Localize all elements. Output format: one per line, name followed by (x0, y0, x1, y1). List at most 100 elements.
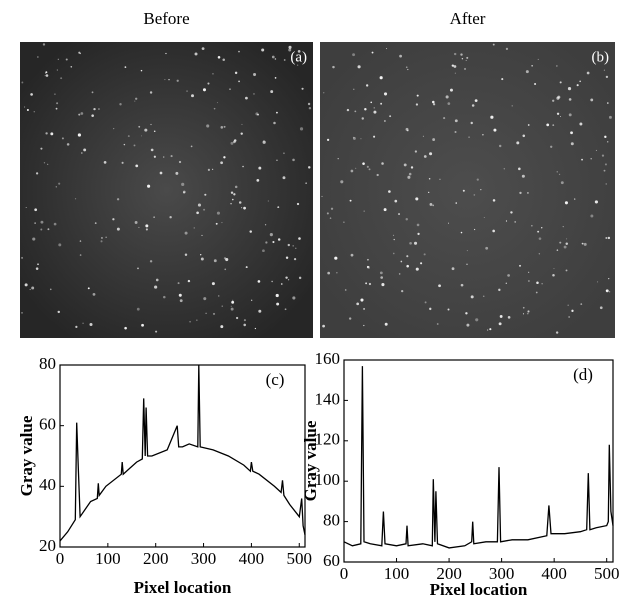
star (285, 256, 289, 259)
x-tick-label: 300 (191, 549, 217, 568)
star (283, 152, 285, 155)
data-line (59, 364, 306, 542)
star (204, 193, 207, 196)
star (451, 267, 455, 271)
star (223, 257, 227, 260)
star (480, 189, 482, 191)
star (301, 87, 304, 90)
star (392, 234, 395, 237)
star (334, 256, 338, 260)
star (103, 160, 107, 164)
star (392, 252, 395, 255)
star (258, 166, 262, 170)
star (211, 282, 215, 286)
panel-label: (d) (573, 365, 593, 384)
star (538, 237, 542, 240)
star (288, 45, 292, 49)
star (79, 254, 82, 256)
star (483, 217, 485, 219)
star (230, 307, 234, 311)
star (415, 267, 419, 271)
star (177, 282, 180, 285)
y-tick-label: 100 (315, 470, 341, 489)
star (222, 58, 225, 61)
star (608, 115, 612, 119)
star (439, 178, 441, 180)
star (393, 238, 395, 241)
star (531, 224, 533, 227)
y-tick-label: 80 (323, 511, 340, 530)
star (145, 228, 148, 231)
star (29, 288, 31, 291)
star (119, 103, 122, 106)
star (55, 107, 58, 110)
star (308, 166, 311, 169)
star (135, 97, 138, 100)
star (35, 172, 39, 175)
star (556, 112, 560, 115)
star (113, 128, 115, 130)
star (455, 202, 458, 204)
star (380, 276, 384, 279)
star (383, 92, 388, 96)
star (257, 280, 261, 283)
star (283, 59, 286, 61)
star (565, 242, 569, 246)
star (200, 254, 202, 256)
star (568, 316, 571, 318)
star (212, 73, 214, 75)
star (420, 262, 423, 265)
star (149, 260, 153, 263)
star (271, 55, 275, 59)
star (272, 240, 275, 244)
star (527, 310, 530, 313)
star (537, 58, 539, 60)
star (141, 323, 144, 327)
star (253, 93, 255, 95)
star (595, 149, 597, 151)
star (238, 80, 240, 83)
star (429, 152, 433, 156)
star (476, 178, 479, 181)
star (79, 240, 82, 242)
star (231, 300, 235, 304)
star (603, 169, 606, 172)
star (607, 236, 611, 240)
star (531, 65, 533, 67)
star (254, 327, 257, 330)
y-tick-label: 160 (315, 349, 341, 368)
star (77, 133, 81, 137)
star (414, 150, 418, 153)
x-axis-label: Pixel location (134, 578, 232, 597)
star (604, 135, 607, 139)
star (388, 190, 391, 193)
star (464, 67, 467, 70)
star (594, 200, 598, 204)
star (449, 88, 453, 92)
star (507, 316, 511, 319)
star (607, 141, 609, 143)
star (26, 108, 29, 111)
star (528, 271, 530, 273)
star (262, 249, 265, 253)
star (218, 295, 220, 297)
star (465, 59, 467, 61)
star (406, 255, 409, 258)
star (277, 206, 279, 208)
star (267, 200, 269, 202)
star (100, 240, 103, 243)
star (55, 186, 57, 188)
star (256, 178, 260, 182)
star (238, 201, 242, 204)
star (381, 162, 384, 165)
star (352, 53, 356, 57)
star (91, 114, 94, 117)
star (428, 191, 430, 194)
star (371, 51, 374, 54)
star (66, 143, 70, 146)
star (432, 204, 435, 207)
y-tick-label: 80 (39, 354, 56, 373)
star (460, 53, 463, 56)
star (140, 69, 143, 72)
star (492, 229, 495, 233)
